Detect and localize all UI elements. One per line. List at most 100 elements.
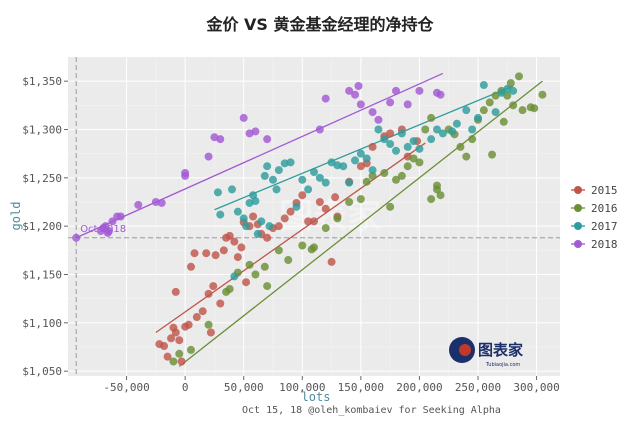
logo-text: 图表家 (478, 341, 523, 359)
point-2017 (269, 175, 277, 184)
point-2017 (251, 197, 260, 206)
point-2017 (213, 188, 222, 197)
point-2017 (242, 222, 251, 231)
trend-line-2017 (214, 85, 514, 211)
point-2018 (72, 233, 81, 242)
reference-lines (68, 57, 560, 376)
point-2015 (175, 336, 184, 345)
logo-subtext: Tubiaojia.com (485, 362, 520, 368)
point-2016 (436, 191, 445, 200)
y-axis-ticks: $1,050 $1,100 $1,150 $1,200 $1,250 $1,300 $1,3… (22, 75, 68, 378)
point-2017 (239, 214, 248, 223)
point-2018 (403, 100, 412, 109)
point-2015 (310, 217, 318, 226)
point-2017 (479, 81, 488, 90)
point-2016 (263, 282, 272, 291)
point-2017 (380, 135, 389, 144)
legend-label-2016: 2016 (591, 202, 618, 215)
point-2017 (452, 119, 461, 128)
point-2017 (345, 178, 354, 187)
legend-marker-2015 (574, 186, 582, 194)
point-2016 (499, 117, 508, 126)
point-2015 (230, 237, 239, 246)
point-2015 (331, 193, 340, 202)
legend-label-2018: 2018 (591, 238, 618, 251)
legend-marker-2017 (574, 222, 582, 230)
point-2016 (260, 262, 269, 271)
point-2016 (380, 169, 389, 177)
point-2016 (518, 106, 527, 115)
point-2015 (237, 243, 246, 252)
trend-lines (75, 72, 543, 367)
point-2018 (216, 135, 225, 144)
point-2017 (415, 144, 424, 153)
point-2015 (163, 352, 172, 361)
point-2018 (134, 200, 143, 209)
x-axis-title: lots (302, 390, 331, 404)
point-2018 (105, 227, 113, 235)
y-tick-label: $1,200 (22, 220, 62, 233)
point-2017 (260, 171, 269, 180)
point-2016 (530, 104, 539, 113)
point-2017 (253, 229, 262, 238)
point-2018 (157, 198, 166, 207)
point-2017 (491, 108, 500, 117)
point-2016 (204, 320, 213, 329)
x-tick-label: 300,000 (513, 381, 559, 394)
point-2015 (187, 262, 195, 271)
point-2015 (171, 287, 180, 296)
y-tick-label: $1,150 (22, 269, 62, 282)
point-2016 (169, 357, 178, 366)
point-2017 (397, 129, 406, 138)
point-2015 (160, 342, 169, 351)
point-2018 (356, 100, 365, 109)
annotation-label: Oct 2018 (80, 224, 126, 235)
point-2017 (274, 166, 283, 175)
x-axis-ticks: -50,000 0 50,000 100,000 150,000 200,000 250,0… (103, 376, 560, 394)
point-2015 (202, 249, 211, 258)
point-2017 (509, 86, 518, 95)
point-2016 (403, 162, 412, 171)
point-2017 (409, 137, 418, 146)
x-tick-label: 50,000 (224, 381, 264, 394)
point-2016 (421, 125, 430, 134)
x-tick-label: 250,000 (455, 381, 501, 394)
point-2017 (257, 217, 266, 226)
point-2018 (345, 86, 354, 95)
point-2018 (204, 152, 213, 161)
point-2018 (116, 212, 125, 221)
point-2016 (356, 195, 365, 204)
point-2017 (448, 127, 457, 136)
point-2015 (204, 289, 213, 298)
point-2016 (488, 150, 497, 159)
point-2016 (433, 181, 441, 190)
point-2016 (515, 72, 523, 81)
point-2018 (351, 90, 359, 99)
point-2017 (438, 129, 447, 138)
point-2015 (177, 357, 186, 366)
legend: 2015 2016 2017 2018 (571, 184, 618, 251)
point-2018 (321, 94, 330, 103)
point-2017 (292, 202, 301, 211)
legend-marker-2018 (574, 240, 582, 248)
point-2017 (427, 135, 436, 144)
point-2015 (190, 249, 199, 258)
point-2017 (356, 149, 365, 158)
point-2015 (198, 307, 207, 316)
point-2015 (298, 191, 307, 200)
legend-label-2015: 2015 (591, 184, 618, 197)
point-2017 (233, 207, 242, 216)
point-2015 (184, 320, 193, 329)
point-2017 (368, 166, 377, 175)
y-tick-label: $1,250 (22, 172, 62, 185)
x-tick-label: -50,000 (103, 381, 149, 394)
point-2015 (280, 214, 289, 223)
point-2015 (211, 251, 220, 260)
point-2017 (298, 175, 307, 184)
point-2018 (181, 169, 190, 177)
point-2017 (263, 162, 272, 171)
x-tick-label: 0 (182, 381, 189, 394)
point-2016 (392, 175, 400, 184)
point-2016 (485, 98, 494, 107)
